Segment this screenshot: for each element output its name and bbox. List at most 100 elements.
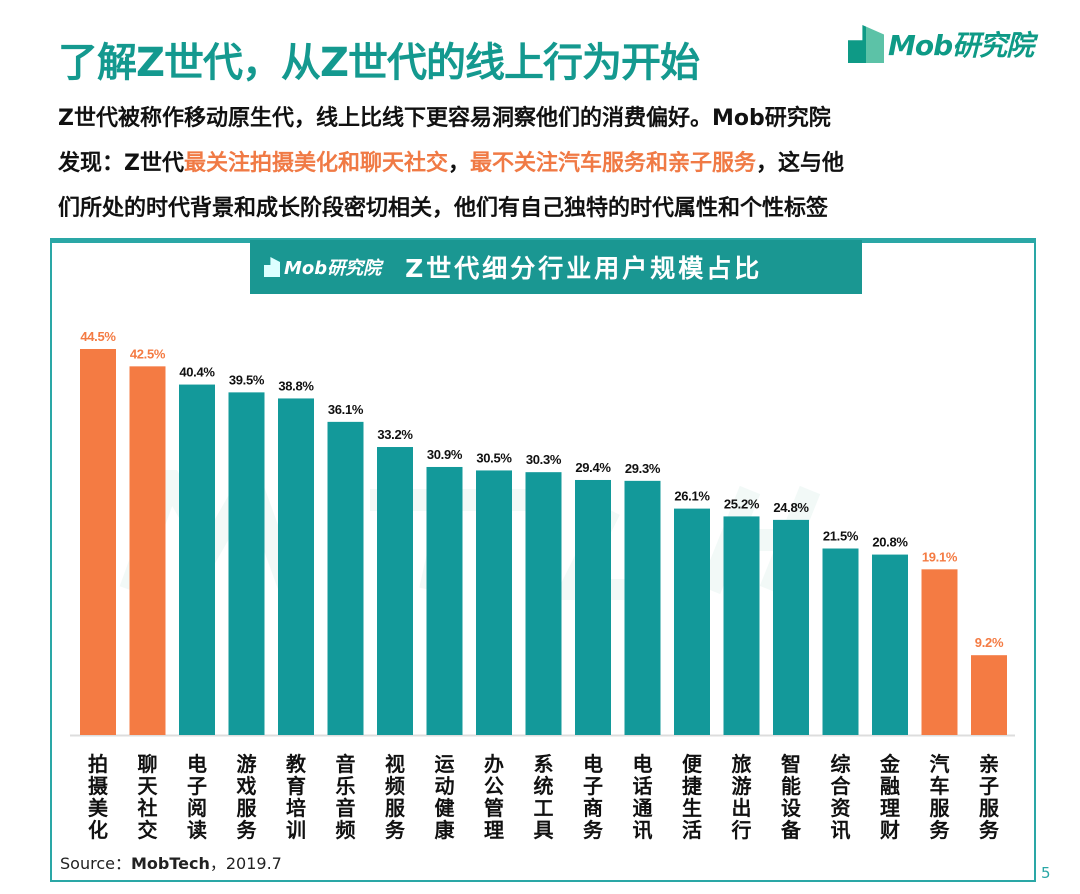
- category-label: 金: [879, 752, 901, 776]
- category-label: 阅: [187, 796, 207, 820]
- category-label: 视: [385, 752, 405, 776]
- intro-text-segment: 发现：Z世代: [58, 151, 184, 176]
- category-label: 讯: [633, 818, 653, 842]
- source-name: MobTech: [130, 854, 210, 873]
- category-label: 服: [385, 796, 406, 820]
- logo: Mob研究院: [848, 24, 1034, 64]
- category-label: 务: [385, 818, 406, 842]
- bar: [921, 569, 958, 735]
- data-label: 30.5%: [476, 450, 512, 465]
- banner-logo: Mob研究院: [264, 254, 381, 280]
- category-label: 社: [137, 796, 158, 820]
- data-label: 39.5%: [229, 372, 265, 387]
- bar: [228, 392, 265, 735]
- category-label: 服: [930, 796, 951, 820]
- category-label: 务: [979, 818, 1000, 842]
- data-label: 24.8%: [773, 500, 809, 515]
- category-label: 综: [831, 752, 851, 776]
- bar: [426, 466, 463, 735]
- category-label: 出: [732, 796, 752, 820]
- category-label: 讯: [831, 818, 851, 842]
- category-label: 智: [781, 752, 801, 776]
- data-label: 30.9%: [427, 447, 463, 462]
- category-label: 务: [237, 818, 258, 842]
- category-label: 备: [780, 818, 802, 842]
- data-label: 29.4%: [575, 460, 611, 475]
- category-label: 戏: [236, 774, 257, 798]
- data-label: 36.1%: [328, 402, 364, 417]
- category-label: 捷: [682, 774, 703, 798]
- category-label: 服: [979, 796, 1000, 820]
- category-label: 教: [286, 752, 307, 776]
- category-label: 理: [484, 818, 504, 842]
- category-label: 能: [781, 774, 801, 798]
- bar: [872, 554, 908, 735]
- category-label: 商: [583, 796, 603, 820]
- bar: [723, 516, 760, 735]
- bar: [179, 384, 215, 735]
- category-label: 健: [435, 796, 455, 820]
- category-label: 合: [831, 774, 852, 798]
- bar: [129, 366, 166, 735]
- source-prefix: Source：: [60, 854, 131, 873]
- category-label: 务: [930, 818, 951, 842]
- bar: [80, 349, 116, 735]
- category-label: 活: [682, 818, 702, 842]
- category-label: 子: [583, 774, 603, 798]
- category-label: 美: [88, 796, 109, 820]
- category-label: 读: [187, 818, 207, 842]
- intro-line-2: 发现：Z世代最关注拍摄美化和聊天社交，最不关注汽车服务和亲子服务，这与他: [58, 141, 1048, 186]
- logo-text: Mob研究院: [888, 29, 1034, 62]
- category-label: 训: [286, 818, 306, 842]
- page-title: 了解Z世代，从Z世代的线上行为开始: [58, 40, 700, 86]
- category-label: 康: [435, 818, 456, 842]
- category-label: 服: [237, 796, 258, 820]
- category-label: 育: [286, 774, 306, 798]
- category-label: 音: [336, 752, 356, 776]
- intro-line-3: 们所处的时代背景和成长阶段密切相关，他们有自己独特的时代属性和个性标签: [58, 196, 829, 221]
- category-label: 公: [484, 774, 504, 798]
- data-label: 21.5%: [823, 529, 859, 544]
- category-label: 电: [583, 752, 603, 776]
- bar: [476, 470, 512, 735]
- data-label: 44.5%: [80, 329, 116, 344]
- category-label: 电: [187, 752, 207, 776]
- category-label: 拍: [88, 752, 108, 776]
- chart-banner: Mob研究院 Z世代细分行业用户规模占比: [250, 240, 862, 294]
- category-label: 通: [633, 796, 653, 820]
- category-label: 资: [831, 796, 851, 820]
- category-label: 聊: [138, 752, 158, 776]
- category-label: 动: [435, 774, 455, 798]
- bar: [773, 519, 809, 735]
- category-label: 天: [138, 774, 159, 798]
- bar: [525, 472, 562, 735]
- data-label: 33.2%: [377, 427, 413, 442]
- data-label: 40.4%: [179, 365, 215, 380]
- bar: [575, 479, 611, 735]
- category-label: 亲: [979, 752, 999, 776]
- category-label: 培: [286, 796, 306, 820]
- category-label: 财: [880, 818, 900, 842]
- category-label: 化: [88, 818, 108, 842]
- bar: [278, 398, 314, 735]
- category-label: 频: [336, 818, 356, 842]
- page-number: 5: [1041, 864, 1051, 882]
- category-label: 游: [732, 774, 752, 798]
- category-label: 音: [336, 796, 356, 820]
- category-label: 车: [930, 774, 950, 798]
- category-label: 频: [385, 774, 405, 798]
- bar: [377, 447, 413, 735]
- source-note: Source：MobTech，2019.7: [60, 850, 282, 874]
- category-label: 交: [138, 818, 158, 842]
- category-label: 生: [682, 796, 702, 820]
- category-label: 融: [880, 774, 900, 798]
- category-label: 旅: [732, 752, 752, 776]
- category-label: 务: [583, 818, 604, 842]
- bar: [674, 508, 710, 735]
- data-label: 25.2%: [724, 496, 760, 511]
- category-label: 汽: [930, 752, 950, 776]
- bar: [624, 480, 661, 735]
- category-label: 办: [484, 752, 504, 776]
- data-label: 38.8%: [278, 378, 314, 393]
